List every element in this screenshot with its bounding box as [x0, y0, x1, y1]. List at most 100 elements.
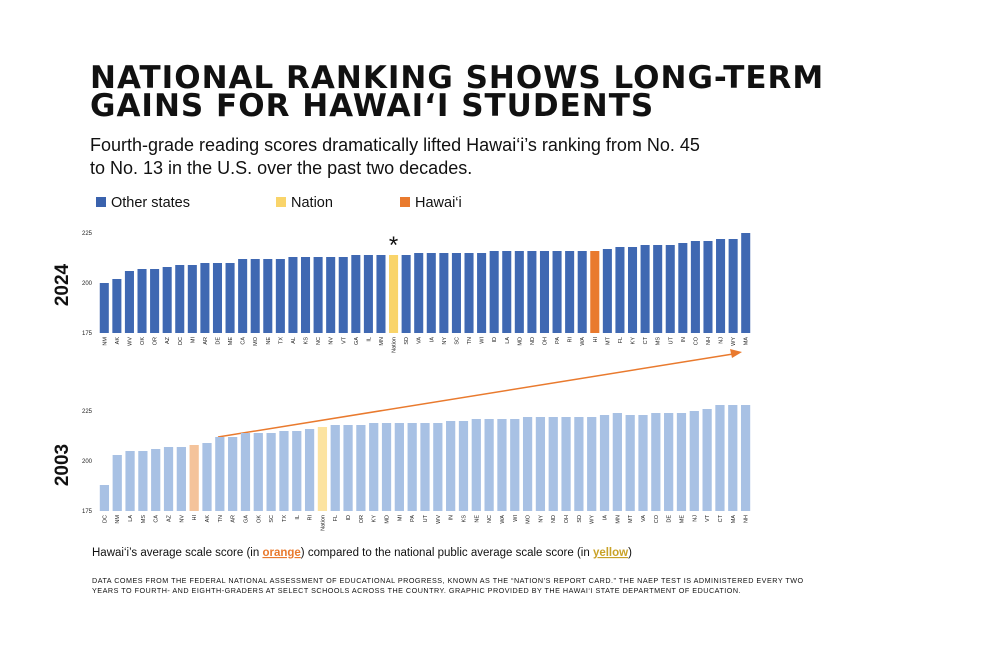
bar: [112, 455, 122, 511]
x-tick-label: AK: [205, 515, 211, 523]
caption-part: ): [628, 547, 632, 559]
year-label: 2003: [52, 444, 73, 486]
bar: [300, 257, 311, 333]
bar: [292, 431, 302, 511]
x-tick-label: KS: [304, 337, 310, 345]
x-tick-label: KY: [372, 515, 378, 523]
bar: [99, 283, 109, 333]
caption-part: ) compared to the national public averag…: [301, 547, 593, 559]
x-tick-label: MT: [628, 514, 634, 523]
bar: [464, 253, 474, 333]
bar: [420, 423, 430, 511]
x-tick-label: DE: [215, 337, 221, 345]
x-tick-label: KY: [631, 337, 637, 345]
x-tick-label: OK: [140, 337, 146, 345]
x-tick-label: NM: [115, 515, 121, 524]
bar: [401, 255, 411, 333]
bar: [338, 257, 348, 333]
x-tick-label: NE: [474, 515, 480, 523]
bar: [502, 251, 512, 333]
x-tick-label: VT: [341, 336, 347, 344]
x-tick-label: WI: [513, 515, 519, 522]
title: NATIONAL RANKING SHOWS LONG-TERM: [90, 60, 824, 96]
x-tick-label: IA: [603, 515, 609, 521]
x-tick-label: OK: [256, 515, 262, 523]
bar: [615, 247, 625, 333]
x-tick-label: TX: [282, 515, 288, 522]
x-tick-label: WY: [731, 337, 737, 346]
bar: [200, 263, 210, 333]
x-tick-label: IN: [449, 515, 455, 521]
y-tick-label: 175: [82, 331, 93, 337]
arrow-head: [730, 349, 742, 358]
bar: [304, 429, 315, 511]
x-tick-label: Nation: [320, 515, 326, 531]
bar: [702, 409, 712, 511]
x-tick-label: TN: [218, 515, 224, 522]
bar: [279, 431, 289, 511]
x-tick-label: DC: [178, 337, 184, 345]
bar: [175, 265, 185, 333]
x-tick-label: MO: [526, 514, 532, 524]
x-tick-label: IL: [366, 337, 372, 342]
x-tick-label: ME: [228, 337, 234, 346]
x-tick-label: AK: [115, 337, 121, 345]
bar: [343, 425, 353, 511]
bar: [176, 447, 186, 511]
x-tick-label: NJ: [692, 515, 698, 522]
y-tick-label: 200: [82, 459, 93, 465]
x-tick-label: RI: [308, 515, 314, 521]
bar: [574, 417, 584, 511]
x-tick-label: NH: [706, 337, 712, 345]
x-tick-label: FL: [618, 337, 624, 343]
y-tick-label: 225: [82, 409, 93, 415]
bar: [678, 243, 688, 333]
bar: [369, 423, 379, 511]
bar: [651, 413, 661, 511]
bar: [565, 251, 575, 333]
x-tick-label: NV: [179, 515, 185, 523]
x-tick-label: NY: [538, 515, 544, 523]
bar: [689, 411, 699, 511]
bar: [471, 419, 481, 511]
x-tick-label: NC: [316, 337, 322, 345]
x-tick-label: AR: [203, 337, 209, 345]
bar: [215, 437, 225, 511]
year-label: 2024: [52, 263, 73, 306]
bar: [602, 249, 612, 333]
bar: [238, 259, 248, 333]
bar: [407, 423, 417, 511]
x-tick-label: CT: [718, 514, 724, 522]
x-tick-label: NY: [442, 337, 448, 345]
bar: [728, 405, 738, 511]
x-tick-label: MD: [385, 515, 391, 524]
bar: [535, 417, 546, 511]
x-tick-label: OR: [359, 515, 365, 523]
bar: [356, 425, 366, 511]
x-tick-label: VA: [641, 515, 647, 522]
x-tick-label: LA: [505, 337, 511, 344]
bar: [326, 257, 336, 333]
x-tick-label: MD: [517, 337, 523, 346]
x-tick-label: VA: [417, 337, 423, 344]
caption-part: Hawai‘i’s average scale score (in: [92, 547, 262, 559]
bar: [202, 443, 212, 511]
bar: [665, 245, 675, 333]
x-tick-label: MA: [744, 337, 750, 346]
x-tick-label: UT: [423, 514, 429, 522]
bar: [151, 449, 161, 511]
x-tick-label: LA: [128, 515, 134, 522]
x-tick-label: IL: [295, 515, 301, 520]
y-tick-label: 175: [82, 509, 93, 515]
x-tick-label: OH: [564, 515, 570, 523]
bar: [514, 251, 524, 333]
bar: [446, 421, 456, 511]
bar: [124, 271, 134, 333]
bar: [163, 447, 174, 511]
x-tick-label: ND: [551, 515, 557, 523]
bar: [612, 413, 622, 511]
bar: [433, 423, 443, 511]
bar: [330, 425, 340, 511]
legend-label: Hawai‘i: [415, 195, 462, 211]
